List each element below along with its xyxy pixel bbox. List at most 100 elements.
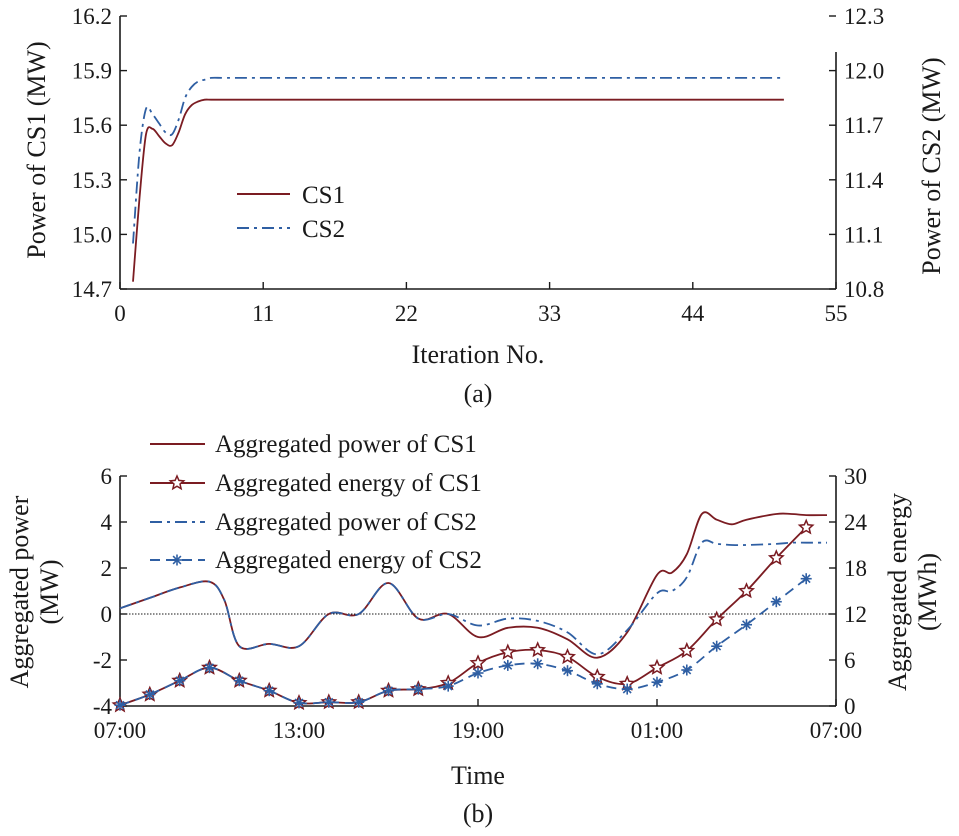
y-tick-label-left: 4 <box>101 510 113 535</box>
y-tick-label-right: 11.1 <box>844 222 883 247</box>
y-tick-label-right: 24 <box>844 510 868 535</box>
caption-a: (a) <box>464 379 493 408</box>
y-axis-label-left-b: Aggregated power (MW) <box>5 495 64 688</box>
legend-a: CS1 CS2 <box>237 182 345 243</box>
data-point-asterisk <box>681 664 693 676</box>
data-point-asterisk <box>353 696 365 708</box>
data-point-asterisk <box>472 667 484 679</box>
y-axis-label-right-b: Aggregated energy (MWh) <box>883 493 942 691</box>
data-point-asterisk <box>383 685 394 697</box>
y-tick-label-left: 15.0 <box>72 222 112 247</box>
data-point-asterisk <box>233 675 245 687</box>
y-tick-label-right: 30 <box>844 464 867 489</box>
data-point-asterisk <box>800 573 812 585</box>
data-point-asterisk <box>144 689 156 700</box>
data-point-star <box>797 518 815 535</box>
legend-label-cs1: CS1 <box>302 182 345 209</box>
x-tick-label: 22 <box>395 301 418 326</box>
y-tick-label-left: -4 <box>93 694 113 719</box>
legend-star-glyph <box>168 474 186 491</box>
series-line-cs1 <box>132 98 784 282</box>
legend-marker-asterisk <box>171 554 183 566</box>
y-tick-label-right: 18 <box>844 556 867 581</box>
data-point-asterisk <box>263 685 275 697</box>
y-tick-label-right: 12.0 <box>844 59 884 84</box>
data-point-asterisk <box>442 680 454 692</box>
data-point-star <box>648 658 666 675</box>
data-point-asterisk <box>114 699 126 711</box>
x-tick-label: 55 <box>825 301 848 326</box>
y-ticks-right-b: 0 6 12 18 24 30 <box>829 464 868 719</box>
y-ticks-left-b: -4 -2 0 2 4 6 <box>93 464 127 719</box>
y-axis-label-right-a: Power of CS2 (MW) <box>917 57 946 274</box>
y-tick-label-left: -2 <box>93 648 112 673</box>
series-line-aggregated-power-of-cs2 <box>119 539 827 656</box>
y-axis-label-left-b-line2: (MW) <box>35 560 64 625</box>
series-group-a <box>132 76 784 282</box>
data-point-asterisk <box>532 658 544 670</box>
y-tick-label-left: 6 <box>101 464 113 489</box>
series-group-b <box>111 511 828 713</box>
panel-a: 0 11 22 33 44 55 14.7 15.0 15.3 15.6 15.9 16.2 10.… <box>22 4 946 408</box>
y-axis-label-left-a: Power of CS1 (MW) <box>22 41 51 258</box>
x-tick-label: 07:00 <box>810 718 862 743</box>
y-tick-label-left: 15.6 <box>72 113 112 138</box>
data-point-asterisk <box>174 675 186 687</box>
y-axis-label-left-b-line1: Aggregated power <box>5 495 34 688</box>
x-tick-label: 0 <box>114 301 126 326</box>
y-tick-label-right: 6 <box>844 648 856 673</box>
data-point-asterisk <box>651 676 663 688</box>
legend-b: Aggregated power of CS1 Aggregated energ… <box>150 431 482 574</box>
x-axis-label-a: Iteration No. <box>412 340 545 369</box>
data-point-star <box>529 641 547 658</box>
caption-b: (b) <box>463 799 493 828</box>
x-tick-label: 07:00 <box>94 718 146 743</box>
data-point-asterisk <box>204 662 215 674</box>
x-tick-label: 44 <box>681 301 705 326</box>
y-tick-label-left: 15.9 <box>72 59 112 84</box>
data-point-asterisk <box>711 640 723 652</box>
x-tick-label: 13:00 <box>273 718 325 743</box>
y-axis-label-right-b-line2: (MWh) <box>913 553 942 631</box>
y-tick-label-left: 2 <box>101 556 113 581</box>
x-ticks-b: 07:00 13:00 19:00 01:00 07:00 <box>94 699 862 743</box>
data-point-asterisk <box>741 619 752 631</box>
y-ticks-right-a: 10.8 11.1 11.4 11.7 12.0 12.3 <box>829 4 884 302</box>
data-point-star <box>737 582 756 599</box>
data-point-asterisk <box>562 665 573 677</box>
data-point-star <box>499 643 517 660</box>
data-point-asterisk <box>502 659 514 671</box>
x-tick-label: 33 <box>538 301 561 326</box>
legend-label-cs2: CS2 <box>302 216 345 243</box>
y-tick-label-right: 0 <box>844 694 856 719</box>
x-tick-label: 01:00 <box>631 718 683 743</box>
legend-label-energy-cs1: Aggregated energy of CS1 <box>215 470 482 497</box>
x-tick-label: 19:00 <box>452 718 504 743</box>
legend-asterisk-glyph <box>171 554 183 566</box>
data-point-asterisk <box>293 697 305 709</box>
y-tick-label-right: 10.8 <box>844 277 884 302</box>
data-point-star <box>558 648 577 665</box>
data-point-star <box>708 610 726 627</box>
legend-label-power-cs2: Aggregated power of CS2 <box>215 509 477 536</box>
data-point-asterisk <box>591 678 603 690</box>
y-tick-label-right: 12.3 <box>844 4 884 29</box>
y-axis-label-right-b-line1: Aggregated energy <box>883 493 912 691</box>
data-point-star <box>767 549 785 566</box>
x-ticks-a: 0 11 22 33 44 55 <box>114 282 848 326</box>
x-tick-label: 11 <box>252 301 274 326</box>
y-tick-label-right: 11.4 <box>844 168 884 193</box>
data-point-asterisk <box>412 683 424 695</box>
legend-label-energy-cs2: Aggregated energy of CS2 <box>215 547 482 574</box>
data-point-asterisk <box>621 683 633 695</box>
data-point-star <box>678 641 696 659</box>
x-axis-label-b: Time <box>451 761 505 790</box>
y-tick-label-right: 11.7 <box>844 113 883 138</box>
data-point-asterisk <box>770 596 782 608</box>
legend-marker-star <box>168 474 186 491</box>
y-ticks-left-a: 14.7 15.0 15.3 15.6 15.9 16.2 <box>72 4 127 302</box>
legend-label-power-cs1: Aggregated power of CS1 <box>215 431 477 458</box>
y-tick-label-left: 16.2 <box>72 4 112 29</box>
